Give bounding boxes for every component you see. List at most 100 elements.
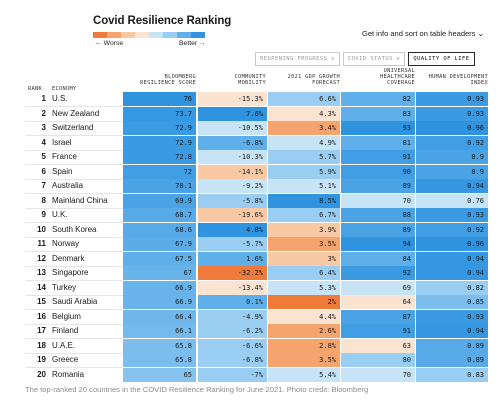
table-row[interactable]: 4 Israel 72.9 -6.8% 4.9% 81 0.92 xyxy=(0,135,500,150)
mobility-cell: -13.4% xyxy=(198,280,267,295)
score-cell: 68.6 xyxy=(123,222,196,237)
mobility-cell: -6.8% xyxy=(198,353,267,367)
hdi-cell: 0.76 xyxy=(416,193,488,208)
hdi-cell: 0.9 xyxy=(416,150,488,164)
row-divider xyxy=(25,323,123,325)
header-health[interactable]: UNIVERSAL HEALTHCARE COVERAGE xyxy=(340,68,415,87)
mobility-cell: -6.2% xyxy=(198,324,267,338)
economy-cell: Norway xyxy=(52,239,80,248)
scale-worse-label: ← Worse xyxy=(95,40,124,47)
table-row[interactable]: 1 U.S. 76 -15.3% 6.6% 82 0.93 xyxy=(0,92,500,106)
header-economy[interactable]: ECONOMY xyxy=(52,86,77,92)
health-cell: 70 xyxy=(341,367,415,382)
row-divider xyxy=(25,280,123,281)
health-cell: 84 xyxy=(341,251,415,266)
header-hdi-line2: INDEX xyxy=(470,80,488,87)
table-row[interactable]: 3 Switzerland 72.9 -10.5% 3.4% 93 0.96 xyxy=(0,121,500,135)
header-score[interactable]: BLOOMBERG RESILIENCE SCORE xyxy=(118,74,196,86)
header-health-line2: HEALTHCARE xyxy=(380,74,415,81)
score-cell: 65.8 xyxy=(123,338,196,353)
tab-2[interactable]: QUALITY OF LIFE xyxy=(408,52,475,66)
table-row[interactable]: 6 Spain 72 -14.1% 5.9% 90 0.9 xyxy=(0,164,500,179)
health-cell: 87 xyxy=(341,309,415,324)
table-row[interactable]: 11 Norway 67.9 -5.7% 3.5% 94 0.96 xyxy=(0,237,500,251)
info-link[interactable]: Get info and sort on table headers ⌄ xyxy=(362,29,484,38)
scale-swatch xyxy=(135,32,149,38)
mobility-cell: 1.6% xyxy=(198,251,267,266)
hdi-cell: 0.93 xyxy=(416,309,488,324)
header-rank[interactable]: RANK xyxy=(28,86,42,92)
score-cell: 67.9 xyxy=(123,237,196,251)
header-score-line1: BLOOMBERG xyxy=(164,74,196,80)
table-row[interactable]: 19 Greece 65.8 -6.8% 3.5% 80 0.89 xyxy=(0,353,500,367)
table-row[interactable]: 8 Mainland China 69.9 -5.8% 8.5% 70 0.76 xyxy=(0,193,500,208)
header-health-line1: UNIVERSAL xyxy=(383,68,415,74)
health-cell: 94 xyxy=(341,237,415,251)
rank-cell: 11 xyxy=(37,239,46,248)
health-cell: 88 xyxy=(341,208,415,222)
header-mobility[interactable]: COMMUNITY MOBILITY xyxy=(196,74,266,86)
health-cell: 82 xyxy=(341,92,415,106)
hdi-cell: 0.85 xyxy=(416,295,488,309)
table-row[interactable]: 17 Finland 66.1 -6.2% 2.6% 91 0.94 xyxy=(0,324,500,338)
table-row[interactable]: 15 Saudi Arabia 66.9 0.1% 2% 64 0.85 xyxy=(0,295,500,309)
header-gdp[interactable]: 2021 GDP GROWTH FORECAST xyxy=(266,74,340,86)
hdi-cell: 0.92 xyxy=(416,135,488,150)
score-cell: 67.5 xyxy=(123,251,196,266)
rank-cell: 1 xyxy=(41,94,46,103)
economy-cell: Spain xyxy=(52,166,73,176)
hdi-cell: 0.92 xyxy=(416,222,488,237)
table-row[interactable]: 10 South Korea 68.6 4.8% 3.9% 89 0.92 xyxy=(0,222,500,237)
health-cell: 64 xyxy=(341,295,415,309)
row-divider xyxy=(25,251,123,252)
table-row[interactable]: 14 Turkey 66.9 -13.4% 5.3% 69 0.82 xyxy=(0,280,500,295)
gdp-cell: 6.4% xyxy=(268,266,340,280)
gdp-cell: 5.3% xyxy=(268,280,340,295)
table-row[interactable]: 13 Singapore 67 -32.2% 6.4% 92 0.94 xyxy=(0,266,500,280)
gdp-cell: 3.4% xyxy=(268,121,340,135)
tab-1[interactable]: COVID STATUS ∨ xyxy=(342,52,406,66)
economy-cell: Denmark xyxy=(52,253,85,263)
gdp-cell: 8.5% xyxy=(268,193,340,208)
rank-cell: 4 xyxy=(41,137,46,147)
score-cell: 70.1 xyxy=(123,179,196,193)
health-cell: 83 xyxy=(341,106,415,121)
tab-0[interactable]: REOPENING PROGRESS ∨ xyxy=(255,52,340,66)
hdi-cell: 0.89 xyxy=(416,353,488,367)
rank-cell: 8 xyxy=(41,195,46,205)
score-cell: 72 xyxy=(123,164,196,179)
economy-cell: Singapore xyxy=(52,268,89,277)
table-row[interactable]: 7 Australia 70.1 -9.2% 5.1% 89 0.94 xyxy=(0,179,500,193)
header-gdp-line1: 2021 GDP GROWTH xyxy=(287,74,340,80)
row-divider xyxy=(25,164,123,165)
rank-cell: 3 xyxy=(41,123,46,132)
health-cell: 69 xyxy=(341,280,415,295)
scale-better-label: Better → xyxy=(179,40,206,47)
hdi-cell: 0.82 xyxy=(416,280,488,295)
gdp-cell: 4.9% xyxy=(268,135,340,150)
scale-swatch xyxy=(93,32,107,38)
rank-cell: 19 xyxy=(37,355,46,364)
score-cell: 66.9 xyxy=(123,280,196,295)
mobility-cell: -6.6% xyxy=(198,338,267,353)
gdp-cell: 5.9% xyxy=(268,164,340,179)
table-row[interactable]: 5 France 72.8 -10.3% 5.7% 91 0.9 xyxy=(0,150,500,164)
hdi-cell: 0.94 xyxy=(416,251,488,266)
row-divider xyxy=(25,222,123,223)
row-divider xyxy=(25,106,123,107)
gdp-cell: 2.8% xyxy=(268,338,340,353)
table-row[interactable]: 20 Romania 65 -7% 5.4% 70 0.83 xyxy=(0,367,500,382)
gdp-cell: 3.5% xyxy=(268,237,340,251)
header-hdi[interactable]: HUMAN DEVELOPMENT INDEX xyxy=(415,74,488,86)
table-row[interactable]: 2 New Zealand 73.7 7.6% 4.3% 83 0.93 xyxy=(0,106,500,121)
table-row[interactable]: 9 U.K. 68.7 -19.6% 6.7% 88 0.93 xyxy=(0,208,500,222)
table-row[interactable]: 16 Belgium 66.4 -4.9% 4.4% 87 0.93 xyxy=(0,309,500,324)
economy-cell: South Korea xyxy=(52,224,97,234)
mobility-cell: -19.6% xyxy=(198,208,267,222)
scale-swatch xyxy=(177,32,191,38)
caption: The top-ranked 20 countries in the COVID… xyxy=(25,385,369,394)
score-cell: 73.7 xyxy=(123,106,196,121)
table-row[interactable]: 18 U.A.E. 65.8 -6.6% 2.8% 63 0.89 xyxy=(0,338,500,353)
table-row[interactable]: 12 Denmark 67.5 1.6% 3% 84 0.94 xyxy=(0,251,500,266)
health-cell: 81 xyxy=(341,135,415,150)
